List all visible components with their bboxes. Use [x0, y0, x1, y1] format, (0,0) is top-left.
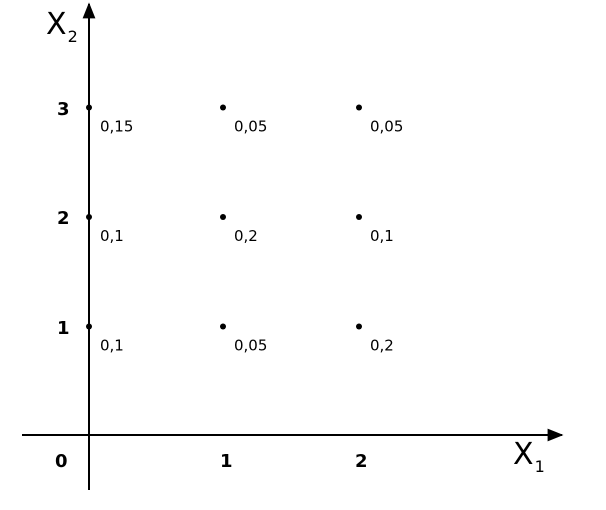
- y-tick-label-1: 1: [57, 318, 70, 339]
- probability-label-1-3: 0,05: [234, 118, 267, 136]
- x-tick-label-1: 1: [220, 451, 233, 472]
- data-point-1-2: [220, 214, 226, 220]
- data-point-0-2: [86, 214, 92, 220]
- probability-label-1-1: 0,05: [234, 337, 267, 355]
- data-point-0-1: [86, 323, 92, 330]
- probability-label-2-1: 0,2: [370, 337, 394, 355]
- y-tick-label-2: 2: [57, 208, 70, 229]
- data-point-2-2: [356, 214, 362, 220]
- probability-label-0-1: 0,1: [100, 337, 124, 355]
- data-point-1-1: [220, 323, 226, 330]
- probability-label-0-2: 0,1: [100, 227, 124, 245]
- y-tick-label-3: 3: [57, 99, 70, 120]
- data-point-2-1: [356, 323, 362, 330]
- probability-label-1-2: 0,2: [234, 227, 258, 245]
- x-tick-label-2: 2: [355, 451, 368, 472]
- data-point-0-3: [86, 104, 92, 111]
- data-point-2-3: [356, 104, 362, 111]
- points-layer: 0,15 0,05 0,05 0,1 0,2 0,1 0,1 0,05 0,2: [86, 104, 403, 355]
- probability-label-2-2: 0,1: [370, 227, 394, 245]
- x-axis-label: X1: [513, 437, 545, 476]
- probability-label-0-3: 0,15: [100, 118, 133, 136]
- data-point-1-3: [220, 104, 226, 111]
- origin-label: 0: [55, 451, 68, 472]
- y-axis-label: X2: [46, 7, 78, 46]
- probability-label-2-3: 0,05: [370, 118, 403, 136]
